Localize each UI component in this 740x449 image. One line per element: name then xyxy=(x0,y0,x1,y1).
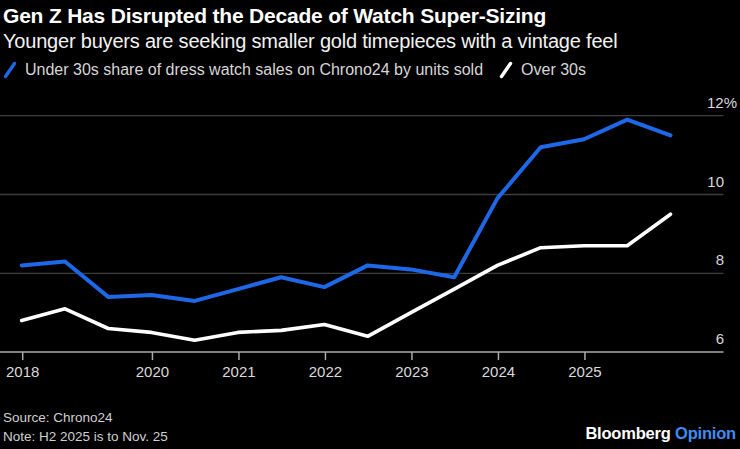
x-axis-label: 2022 xyxy=(309,363,342,380)
x-axis-label: 2020 xyxy=(136,363,169,380)
chart-panel: Gen Z Has Disrupted the Decade of Watch … xyxy=(0,0,740,449)
x-axis-label: 2024 xyxy=(482,363,515,380)
bloomberg-opinion-logo: Bloomberg Opinion xyxy=(585,424,736,443)
x-axis-label: 2018 xyxy=(6,363,39,380)
y-axis-label: 10 xyxy=(707,173,724,190)
x-axis-label: 2023 xyxy=(395,363,428,380)
y-axis-label: 6 xyxy=(716,330,724,347)
y-axis-label: 8 xyxy=(716,251,724,268)
opinion-wordmark: Opinion xyxy=(675,424,736,442)
line-chart: 6 8 10 12% 2018 2020 2021 2022 2023 2024 2025 xyxy=(0,0,740,449)
x-axis-label: 2025 xyxy=(568,363,601,380)
bloomberg-wordmark: Bloomberg xyxy=(585,424,670,442)
note-text: Note: H2 2025 is to Nov. 25 xyxy=(3,429,168,444)
y-axis-label: 12% xyxy=(707,94,737,111)
source-text: Source: Chrono24 xyxy=(3,410,113,425)
x-axis-label: 2021 xyxy=(222,363,255,380)
